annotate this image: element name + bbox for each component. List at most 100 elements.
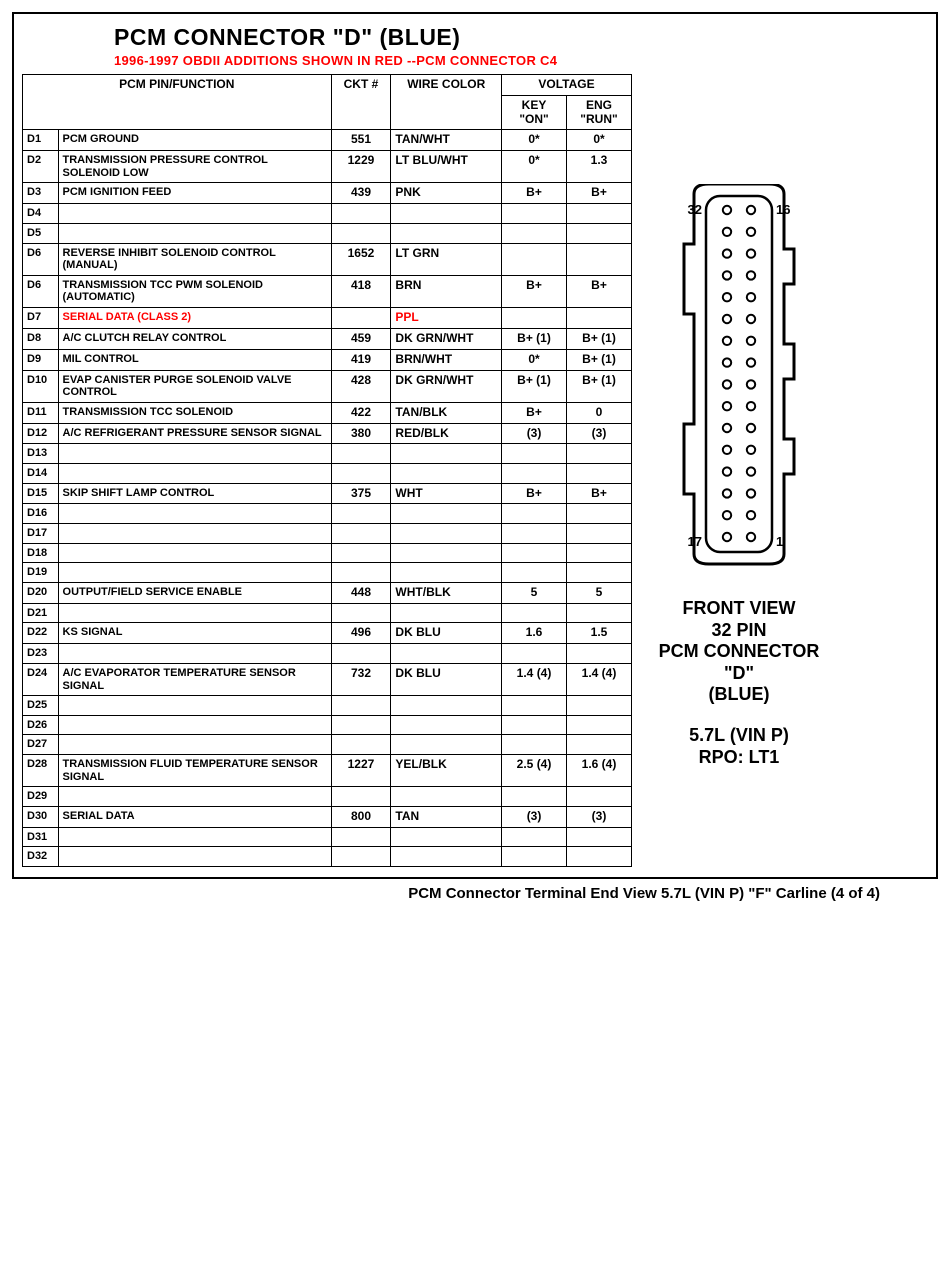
cell-ckt <box>331 715 391 735</box>
cell-pin: D31 <box>23 827 59 847</box>
table-row: D8A/C CLUTCH RELAY CONTROL459DK GRN/WHTB… <box>23 328 632 349</box>
cell-ckt <box>331 847 391 867</box>
cell-eng-run <box>567 543 632 563</box>
cell-function: A/C CLUTCH RELAY CONTROL <box>58 328 331 349</box>
table-row: D6REVERSE INHIBIT SOLENOID CONTROL (MANU… <box>23 243 632 275</box>
cell-wire-color: DK GRN/WHT <box>391 328 502 349</box>
content-row: PCM PIN/FUNCTION CKT # WIRE COLOR VOLTAG… <box>22 74 928 867</box>
cell-key-on <box>502 715 567 735</box>
cell-eng-run <box>567 696 632 716</box>
cell-function: A/C EVAPORATOR TEMPERATURE SENSOR SIGNAL <box>58 663 331 695</box>
cell-ckt <box>331 644 391 664</box>
cell-pin: D1 <box>23 130 59 151</box>
cell-function: OUTPUT/FIELD SERVICE ENABLE <box>58 583 331 604</box>
cell-pin: D11 <box>23 402 59 423</box>
cell-key-on: B+ <box>502 183 567 204</box>
cell-ckt <box>331 827 391 847</box>
cell-pin: D20 <box>23 583 59 604</box>
cell-ckt: 419 <box>331 349 391 370</box>
cell-eng-run <box>567 524 632 544</box>
cell-key-on <box>502 543 567 563</box>
cell-function <box>58 204 331 224</box>
cell-ckt: 551 <box>331 130 391 151</box>
cell-wire-color <box>391 847 502 867</box>
table-row: D26 <box>23 715 632 735</box>
cell-wire-color <box>391 204 502 224</box>
cell-key-on <box>502 223 567 243</box>
cell-function <box>58 464 331 484</box>
cell-ckt: 439 <box>331 183 391 204</box>
cell-pin: D30 <box>23 807 59 828</box>
table-row: D23 <box>23 644 632 664</box>
cell-ckt <box>331 696 391 716</box>
cell-eng-run: B+ <box>567 483 632 504</box>
cell-key-on: B+ <box>502 402 567 423</box>
cell-key-on <box>502 504 567 524</box>
cell-eng-run: 1.6 (4) <box>567 755 632 787</box>
cell-pin: D8 <box>23 328 59 349</box>
table-row: D24A/C EVAPORATOR TEMPERATURE SENSOR SIG… <box>23 663 632 695</box>
cell-function: EVAP CANISTER PURGE SOLENOID VALVE CONTR… <box>58 370 331 402</box>
table-row: D22KS SIGNAL496DK BLU1.61.5 <box>23 623 632 644</box>
cell-ckt: 448 <box>331 583 391 604</box>
cell-function <box>58 223 331 243</box>
cell-wire-color: PNK <box>391 183 502 204</box>
cell-key-on: (3) <box>502 807 567 828</box>
cell-wire-color <box>391 563 502 583</box>
cell-wire-color: LT BLU/WHT <box>391 151 502 183</box>
cell-pin: D32 <box>23 847 59 867</box>
cell-eng-run <box>567 308 632 329</box>
cell-pin: D3 <box>23 183 59 204</box>
cell-wire-color <box>391 735 502 755</box>
cell-ckt <box>331 444 391 464</box>
cell-function <box>58 444 331 464</box>
cell-ckt <box>331 735 391 755</box>
cell-function: TRANSMISSION PRESSURE CONTROL SOLENOID L… <box>58 151 331 183</box>
cell-ckt: 422 <box>331 402 391 423</box>
main-title: PCM CONNECTOR "D" (BLUE) <box>114 24 928 51</box>
cell-wire-color: WHT <box>391 483 502 504</box>
table-row: D5 <box>23 223 632 243</box>
table-row: D30SERIAL DATA800TAN(3)(3) <box>23 807 632 828</box>
cell-pin: D13 <box>23 444 59 464</box>
cell-pin: D14 <box>23 464 59 484</box>
cell-key-on <box>502 735 567 755</box>
cell-key-on: 2.5 (4) <box>502 755 567 787</box>
cell-eng-run <box>567 735 632 755</box>
connector-side: 32 16 17 1 FRONT VIEW32 PINPCM CONNECTOR… <box>654 184 824 769</box>
cell-ckt <box>331 787 391 807</box>
cell-wire-color <box>391 603 502 623</box>
cell-ckt: 428 <box>331 370 391 402</box>
cell-eng-run: B+ (1) <box>567 328 632 349</box>
title-block: PCM CONNECTOR "D" (BLUE) 1996-1997 OBDII… <box>22 20 928 74</box>
cell-wire-color <box>391 827 502 847</box>
cell-eng-run <box>567 847 632 867</box>
cell-ckt <box>331 524 391 544</box>
cell-function <box>58 787 331 807</box>
cell-wire-color: TAN/BLK <box>391 402 502 423</box>
cell-ckt: 496 <box>331 623 391 644</box>
cell-pin: D29 <box>23 787 59 807</box>
connector-subcaption: 5.7L (VIN P)RPO: LT1 <box>689 724 789 769</box>
cell-function: PCM GROUND <box>58 130 331 151</box>
cell-function <box>58 696 331 716</box>
cell-eng-run <box>567 715 632 735</box>
cell-eng-run: B+ (1) <box>567 370 632 402</box>
cell-eng-run: 5 <box>567 583 632 604</box>
cell-key-on <box>502 524 567 544</box>
cell-wire-color: RED/BLK <box>391 423 502 444</box>
hdr-ckt: CKT # <box>331 75 391 130</box>
cell-key-on <box>502 787 567 807</box>
cell-eng-run <box>567 464 632 484</box>
cell-pin: D27 <box>23 735 59 755</box>
cell-eng-run <box>567 827 632 847</box>
cell-function <box>58 827 331 847</box>
page-frame: PCM CONNECTOR "D" (BLUE) 1996-1997 OBDII… <box>12 12 938 879</box>
table-row: D15SKIP SHIFT LAMP CONTROL375WHTB+B+ <box>23 483 632 504</box>
table-row: D10EVAP CANISTER PURGE SOLENOID VALVE CO… <box>23 370 632 402</box>
cell-pin: D21 <box>23 603 59 623</box>
cell-function <box>58 524 331 544</box>
cell-pin: D19 <box>23 563 59 583</box>
cell-key-on: B+ (1) <box>502 370 567 402</box>
cell-wire-color: DK BLU <box>391 623 502 644</box>
